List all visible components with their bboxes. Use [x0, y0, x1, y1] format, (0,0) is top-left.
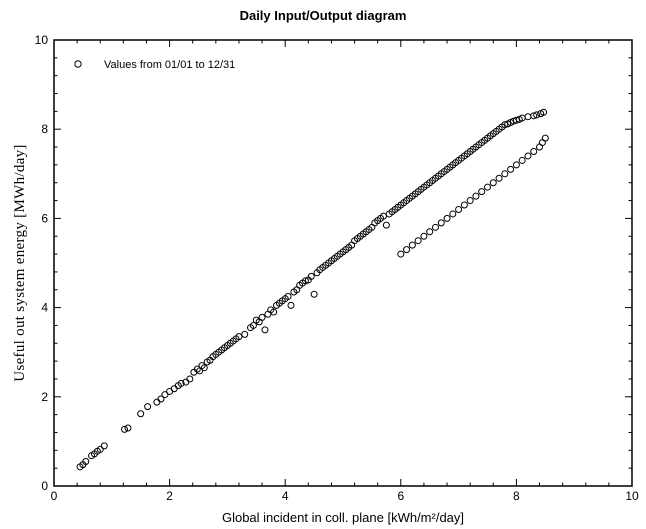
data-point [466, 197, 474, 205]
data-point [198, 362, 206, 370]
x-tick-label: 0 [51, 489, 58, 503]
x-tick-label: 4 [282, 489, 289, 503]
data-point [153, 398, 161, 406]
legend: Values from 01/01 to 12/31 [74, 59, 235, 71]
data-point [478, 188, 486, 196]
y-axis-label: Useful out system energy [MWh/day] [12, 144, 28, 381]
data-point [437, 219, 445, 227]
data-point [307, 272, 315, 280]
x-axis-label: Global incident in coll. plane [kWh/m²/d… [222, 510, 464, 525]
data-point [258, 313, 266, 321]
data-point [161, 391, 169, 399]
data-point [177, 379, 185, 387]
data-point [420, 232, 428, 240]
data-point [170, 385, 178, 393]
data-point [241, 330, 249, 338]
data-point [449, 210, 457, 218]
data-point [284, 292, 292, 300]
data-point [186, 375, 194, 383]
data-point [541, 134, 549, 142]
legend-label: Values from 01/01 to 12/31 [104, 59, 235, 71]
data-point [431, 223, 439, 231]
plot-area-frame [53, 39, 633, 487]
data-point [518, 156, 526, 164]
data-point [287, 301, 295, 309]
data-point [249, 321, 257, 329]
data-point [414, 237, 422, 245]
data-point [495, 174, 503, 182]
y-tick-label: 0 [41, 479, 48, 493]
data-point [82, 457, 90, 465]
chart-title: Daily Input/Output diagram [240, 8, 407, 23]
data-point [270, 308, 278, 316]
data-point [137, 410, 145, 418]
data-point [455, 205, 463, 213]
data-point [533, 111, 541, 119]
data-point [489, 179, 497, 187]
data-point [536, 143, 544, 151]
data-point [530, 148, 538, 155]
data-point [403, 246, 411, 254]
x-tick-label: 6 [397, 489, 404, 503]
data-point [460, 201, 468, 209]
data-points [76, 108, 549, 471]
data-point [501, 170, 509, 178]
y-tick-label: 4 [41, 301, 48, 315]
legend-marker [74, 60, 82, 68]
x-tick-label: 2 [166, 489, 173, 503]
data-point [261, 326, 269, 334]
axis-ticks: 0 2 4 6 8 10 0 2 4 6 8 10 [35, 33, 639, 503]
x-tick-label: 10 [625, 489, 639, 503]
data-point [530, 112, 538, 120]
data-point [310, 290, 318, 298]
data-point [524, 113, 532, 121]
data-point [144, 403, 152, 411]
data-point [301, 277, 309, 285]
y-tick-label: 6 [41, 211, 48, 225]
data-point [512, 116, 520, 124]
data-point [538, 139, 546, 147]
data-point [379, 212, 387, 220]
data-point [540, 108, 548, 116]
data-point [235, 333, 243, 341]
y-tick-label: 2 [41, 390, 48, 404]
data-point [157, 395, 165, 403]
data-point [382, 221, 390, 229]
data-point [426, 228, 434, 236]
y-tick-label: 8 [41, 122, 48, 136]
data-point [264, 310, 272, 318]
data-point [484, 183, 491, 191]
data-point [472, 192, 480, 200]
data-point [200, 364, 208, 372]
data-point [124, 424, 132, 432]
data-point [507, 165, 515, 173]
data-point [501, 121, 509, 129]
data-point [121, 425, 129, 433]
data-point [443, 214, 451, 222]
data-point [408, 241, 416, 249]
data-point [100, 442, 108, 450]
x-tick-label: 8 [513, 489, 520, 503]
y-tick-label: 10 [35, 33, 49, 47]
data-point [397, 250, 405, 258]
data-point [512, 161, 520, 169]
data-point [524, 152, 532, 160]
data-point [96, 445, 104, 453]
